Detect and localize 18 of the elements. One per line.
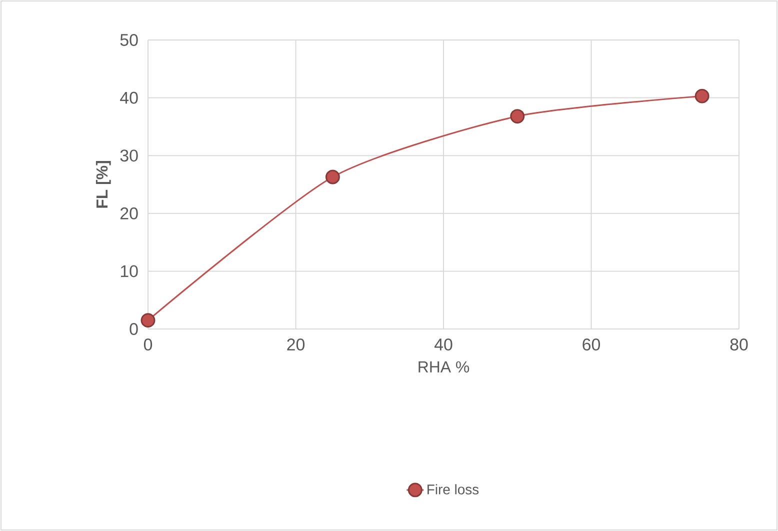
y-axis-title: FL [%] bbox=[96, 161, 111, 208]
y-tick-label: 40 bbox=[120, 92, 138, 104]
x-tick-label: 60 bbox=[582, 338, 600, 351]
point bbox=[325, 170, 340, 184]
point bbox=[694, 88, 710, 104]
x-tick-label: 20 bbox=[287, 338, 305, 351]
y-tick-label: 0 bbox=[130, 322, 138, 335]
x-axis-title: RHA % bbox=[418, 361, 470, 372]
point bbox=[510, 109, 525, 124]
x-tick-label: 0 bbox=[144, 338, 152, 351]
y-tick-label: 20 bbox=[120, 207, 138, 220]
y-tick-label: 10 bbox=[120, 265, 138, 278]
y-tick-label: 50 bbox=[120, 34, 138, 46]
x-tick-label: 80 bbox=[730, 338, 748, 351]
legend-label: Fire loss bbox=[428, 484, 479, 494]
point bbox=[140, 313, 156, 328]
y-tick-label: 30 bbox=[120, 150, 138, 162]
x-tick-label: 40 bbox=[434, 338, 452, 351]
